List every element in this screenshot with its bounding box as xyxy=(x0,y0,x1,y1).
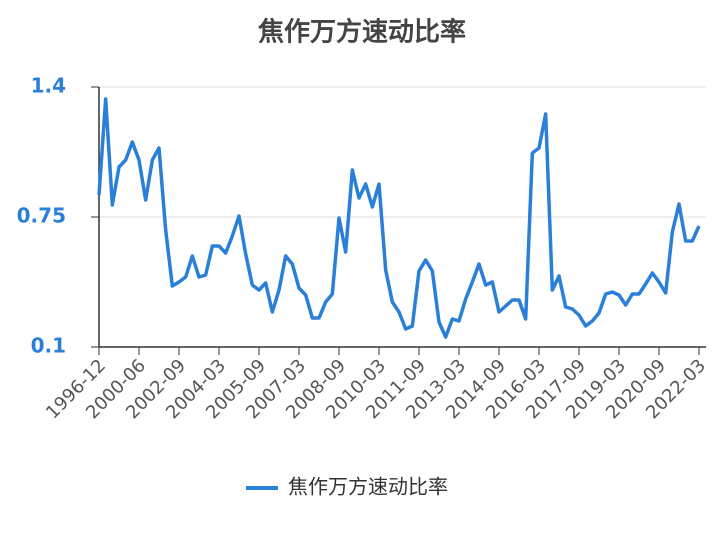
legend-label: 焦作万方速动比率 xyxy=(288,475,448,499)
y-tick-label: 0.75 xyxy=(17,204,66,228)
data-line xyxy=(97,97,701,339)
y-tick-label: 1.4 xyxy=(31,74,66,98)
y-tick-label: 0.1 xyxy=(31,334,66,358)
chart-title: 焦作万方速动比率 xyxy=(258,17,466,48)
